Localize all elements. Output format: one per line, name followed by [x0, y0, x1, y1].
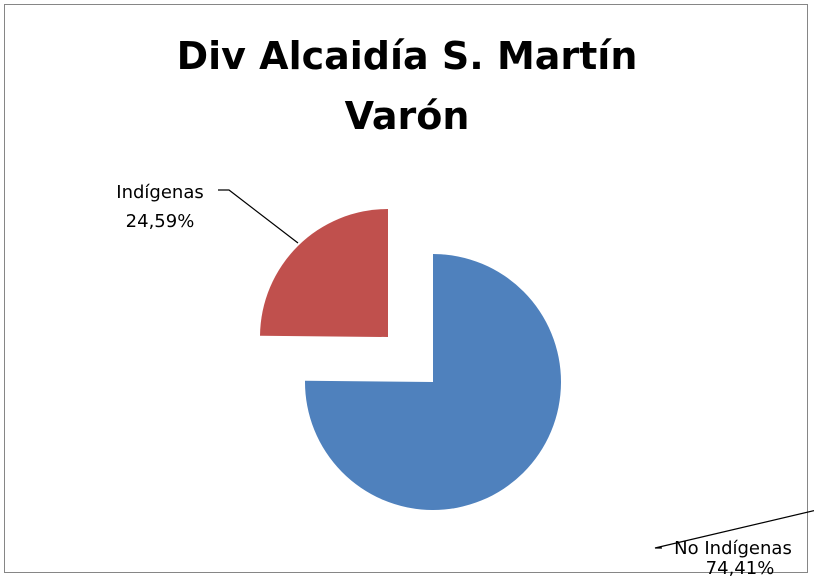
- pie-slice-ind-genas: [260, 209, 388, 337]
- chart-title-line-1: Div Alcaidía S. Martín: [176, 34, 638, 78]
- pie-slice-no-ind-genas: [304, 254, 561, 510]
- data-label-percent: 24,59%: [126, 211, 195, 232]
- leader-line-indigenas: [218, 189, 299, 244]
- data-label-name: Indígenas: [116, 182, 203, 203]
- data-label-percent: 74,41%: [706, 558, 775, 579]
- leader-line-no-indigenas: [654, 510, 814, 549]
- data-label-name: No Indígenas: [674, 538, 792, 559]
- chart-title-line-2: Varón: [344, 94, 470, 138]
